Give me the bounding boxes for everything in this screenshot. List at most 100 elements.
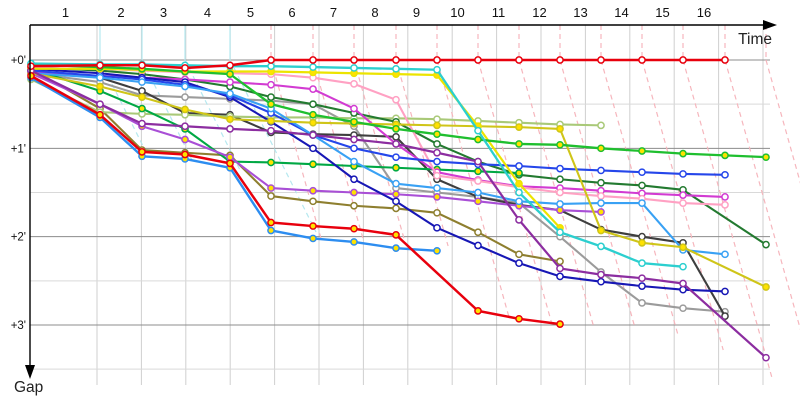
series-marker-black bbox=[721, 312, 729, 321]
series-marker-violet bbox=[309, 186, 317, 195]
x-tick-label: 12 bbox=[532, 5, 546, 20]
series-marker-purple bbox=[515, 216, 523, 224]
series-marker-black bbox=[638, 232, 646, 241]
series-marker-turquoise bbox=[638, 259, 646, 268]
series-marker-forest bbox=[267, 93, 275, 101]
series-marker-navy bbox=[392, 197, 400, 206]
series-marker-violet bbox=[597, 208, 605, 216]
series-marker-olive bbox=[267, 192, 275, 200]
x-tick-label: 9 bbox=[413, 5, 420, 20]
series-marker-skyblue bbox=[638, 199, 646, 207]
series-marker-purple bbox=[226, 125, 234, 133]
series-marker-red2 bbox=[27, 72, 35, 80]
series-marker-navy bbox=[309, 144, 317, 153]
series-marker-forest bbox=[638, 181, 646, 190]
series-marker-purple bbox=[181, 122, 189, 131]
series-marker-skyblue bbox=[226, 89, 234, 98]
series-marker-olive bbox=[556, 257, 564, 266]
series-marker-turquoise bbox=[350, 64, 358, 72]
series-marker-forest bbox=[309, 100, 317, 109]
series-marker-blue bbox=[721, 170, 729, 179]
series-marker-olive bbox=[392, 204, 400, 213]
series-marker-purple bbox=[474, 157, 482, 166]
series-marker-violet bbox=[350, 188, 358, 197]
series-marker-dodger bbox=[433, 246, 441, 255]
series-marker-lightgreen bbox=[597, 121, 605, 130]
series-marker-green-b bbox=[638, 147, 646, 155]
x-tick-label: 13 bbox=[573, 5, 587, 20]
series-marker-pink bbox=[679, 199, 687, 207]
series-marker-navy bbox=[679, 285, 687, 294]
x-tick-label: 15 bbox=[655, 5, 669, 20]
series-marker-lightgreen bbox=[433, 115, 441, 124]
series-marker-navy bbox=[433, 223, 441, 232]
series-marker-gold bbox=[762, 283, 770, 291]
series-marker-navy bbox=[597, 277, 605, 286]
x-tick-label: 5 bbox=[247, 5, 254, 20]
series-marker-green-b bbox=[309, 110, 317, 119]
lap-line-pink-tail bbox=[724, 59, 800, 331]
series-marker-red2 bbox=[138, 148, 146, 156]
x-tick-label: 16 bbox=[697, 5, 711, 20]
series-marker-green-b bbox=[392, 125, 400, 133]
series-marker-skyblue bbox=[96, 73, 104, 82]
series-marker-gold bbox=[267, 117, 275, 125]
series-marker-green-a bbox=[515, 169, 523, 177]
series-marker-turquoise bbox=[556, 228, 564, 237]
series-marker-navy bbox=[721, 287, 729, 296]
series-marker-purple bbox=[309, 131, 317, 139]
gap-axis-title: Gap bbox=[14, 379, 43, 396]
series-marker-green-b bbox=[556, 140, 564, 149]
series-marker-purple bbox=[96, 100, 104, 109]
series-marker-blue bbox=[350, 144, 358, 153]
series-marker-purple bbox=[350, 135, 358, 144]
series-marker-turquoise bbox=[267, 62, 275, 71]
series-marker-green-a bbox=[309, 160, 317, 169]
series-marker-red2 bbox=[181, 150, 189, 159]
series-marker-violet bbox=[267, 184, 275, 192]
series-marker-skyblue bbox=[597, 199, 605, 207]
x-tick-label: 4 bbox=[204, 5, 211, 20]
series-marker-dodger bbox=[267, 226, 275, 235]
series-marker-magenta bbox=[721, 193, 729, 201]
series-marker-violet bbox=[226, 153, 234, 162]
series-marker-forest bbox=[556, 175, 564, 184]
series-marker-turquoise bbox=[515, 188, 523, 197]
series-marker-yellow bbox=[515, 179, 523, 188]
series-marker-pink bbox=[350, 79, 358, 88]
series-marker-purple bbox=[556, 264, 564, 273]
series-marker-navy bbox=[638, 282, 646, 290]
y-tick-label: +3' bbox=[11, 320, 26, 332]
y-tick-label: +1' bbox=[11, 143, 26, 155]
series-marker-red2 bbox=[267, 218, 275, 227]
series-marker-black bbox=[138, 87, 146, 95]
series-marker-blue bbox=[597, 166, 605, 175]
series-marker-skyblue bbox=[138, 78, 146, 86]
series-marker-purple bbox=[267, 126, 275, 135]
series-marker-skyblue bbox=[556, 200, 564, 208]
series-marker-skyblue bbox=[721, 250, 729, 259]
series-marker-blue bbox=[638, 168, 646, 177]
series-marker-violet bbox=[392, 190, 400, 199]
x-tick-label: 7 bbox=[330, 5, 337, 20]
series-marker-gold bbox=[309, 118, 317, 127]
x-tick-label: 10 bbox=[450, 5, 464, 20]
series-marker-green-b bbox=[721, 151, 729, 160]
series-marker-gray bbox=[181, 93, 189, 101]
y-tick-label: +0' bbox=[11, 55, 26, 67]
x-tick-label: 8 bbox=[371, 5, 378, 20]
series-marker-red-leader bbox=[350, 56, 358, 64]
series-marker-olive bbox=[515, 250, 523, 259]
x-tick-label: 11 bbox=[492, 5, 506, 20]
series-line-magenta bbox=[29, 71, 727, 198]
series-marker-forest bbox=[762, 240, 770, 249]
series-marker-green-b bbox=[226, 70, 234, 78]
series-marker-turquoise bbox=[679, 262, 687, 271]
series-marker-green-a bbox=[267, 158, 275, 167]
lap-line-cyan-tail bbox=[99, 59, 147, 153]
series-marker-gray bbox=[679, 304, 687, 313]
series-marker-red2 bbox=[96, 110, 104, 119]
series-marker-skyblue bbox=[474, 188, 482, 197]
series-marker-gold bbox=[638, 238, 646, 247]
